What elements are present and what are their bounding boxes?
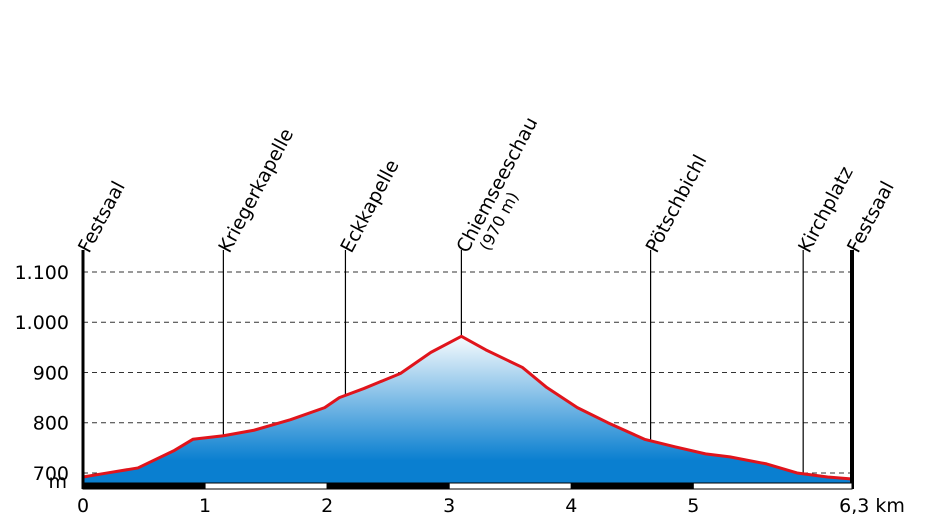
elevation-area: [83, 336, 852, 483]
x-tick-label-0: 0: [77, 495, 89, 517]
y-tick-label-700: 700: [33, 463, 69, 485]
waypoint-name: Eckkapelle: [336, 156, 403, 256]
axes: [81, 250, 854, 490]
waypoint-name: Festsaal: [74, 178, 130, 257]
x-axis-segment-2: [326, 482, 450, 490]
waypoint-label-3: Chiemseeschau(970 m): [452, 113, 542, 256]
x-axis-segment-1: [204, 482, 328, 490]
y-tick-label-800: 800: [33, 413, 69, 435]
y-tick-label-1.000: 1.000: [15, 312, 69, 334]
y-tick-label-1.100: 1.100: [15, 262, 69, 284]
y-tick-labels: 700 800 900 1.000 1.100: [15, 262, 69, 485]
waypoint-label-0: Festsaal: [74, 178, 130, 257]
x-axis-segment-0: [82, 482, 206, 490]
x-tick-label-4: 4: [565, 495, 577, 517]
waypoint-label-1: Kriegerkapelle: [214, 125, 298, 256]
waypoint-label-4: Pötschbichl: [642, 151, 712, 256]
x-axis-segment-3: [448, 482, 572, 490]
elevation-line: [82, 334, 853, 481]
x-axis-segment-4: [570, 482, 694, 490]
x-tick-label-5: 5: [687, 495, 699, 517]
x-tick-label-6,3: 6,3 km: [839, 495, 905, 517]
waypoint-name: Festsaal: [843, 178, 899, 257]
x-tick-label-2: 2: [321, 495, 333, 517]
y-axis-unit-label: m: [48, 471, 67, 493]
x-tick-labels: 0 1 2 3 4 5 6,3 km: [77, 495, 905, 517]
waypoint-name: Pötschbichl: [642, 151, 712, 256]
y-tick-label-900: 900: [33, 362, 69, 384]
waypoint-name: Kriegerkapelle: [214, 125, 298, 256]
waypoint-label-2: Eckkapelle: [336, 156, 403, 256]
x-tick-label-1: 1: [199, 495, 211, 517]
waypoint-label-6: Festsaal: [843, 178, 899, 257]
x-tick-label-3: 3: [443, 495, 455, 517]
waypoint-labels: Festsaal Kriegerkapelle Eckkapelle Chiemsee…: [74, 113, 899, 257]
x-axis-segment-5: [692, 482, 853, 490]
